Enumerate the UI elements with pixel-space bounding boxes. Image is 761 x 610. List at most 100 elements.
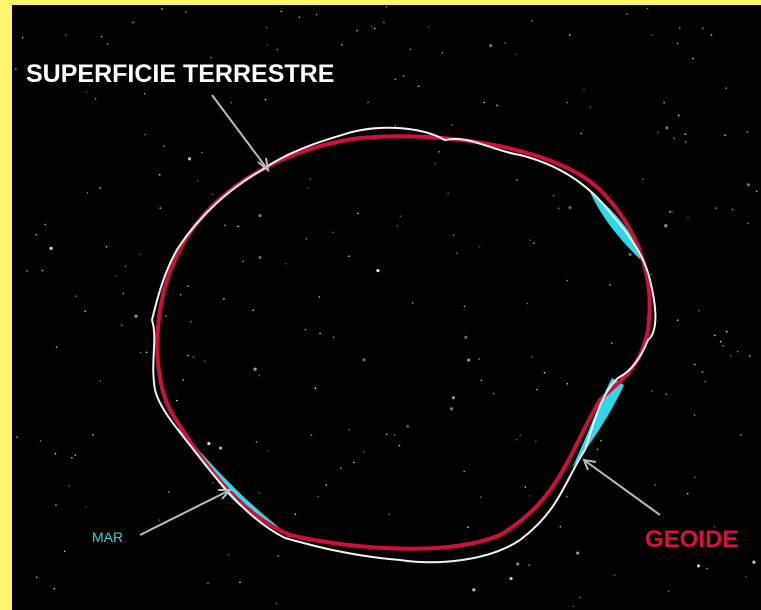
star <box>65 34 67 36</box>
star <box>610 195 612 197</box>
star <box>252 309 254 311</box>
star <box>611 342 613 344</box>
star <box>299 16 301 18</box>
star <box>305 329 307 331</box>
star <box>657 132 659 134</box>
star <box>190 321 192 323</box>
star <box>711 34 713 36</box>
star <box>357 213 359 215</box>
star <box>692 58 694 60</box>
star <box>609 284 611 286</box>
star <box>193 356 195 358</box>
star <box>464 305 466 307</box>
star <box>467 526 469 528</box>
star <box>679 27 681 29</box>
star <box>319 296 321 298</box>
star <box>687 217 689 219</box>
star <box>698 310 700 312</box>
star <box>187 355 189 357</box>
star <box>348 255 350 257</box>
star <box>207 442 210 445</box>
star <box>332 231 334 233</box>
star <box>674 138 676 140</box>
star <box>746 131 748 133</box>
star <box>254 368 257 371</box>
star <box>376 269 379 272</box>
star <box>669 211 671 213</box>
star <box>85 507 87 509</box>
star <box>55 453 57 455</box>
star <box>730 355 732 357</box>
star <box>724 134 726 136</box>
star <box>464 336 467 339</box>
star <box>340 467 342 469</box>
star <box>54 588 56 590</box>
star <box>516 439 518 441</box>
star <box>64 550 66 552</box>
star <box>371 26 373 28</box>
star <box>353 462 355 464</box>
star <box>567 383 569 385</box>
star <box>600 440 602 442</box>
star <box>684 133 686 135</box>
star <box>319 333 321 335</box>
star <box>678 114 680 116</box>
diagram: SUPERFICIE TERRESTRE MAR GEOIDE <box>0 0 761 610</box>
star <box>281 10 283 12</box>
star <box>95 98 97 100</box>
star <box>671 211 673 213</box>
sea-label: MAR <box>92 529 123 545</box>
star <box>528 564 530 566</box>
star <box>665 394 667 396</box>
star <box>333 336 335 338</box>
star <box>418 85 420 87</box>
star <box>706 568 708 570</box>
star <box>159 207 161 209</box>
star <box>568 206 571 209</box>
star <box>50 247 53 250</box>
star <box>266 27 268 29</box>
star <box>566 280 568 282</box>
geoid-label: GEOIDE <box>645 526 738 553</box>
star <box>306 238 308 240</box>
star <box>188 157 191 160</box>
star <box>665 126 668 129</box>
star <box>363 451 365 453</box>
star <box>694 476 696 478</box>
star <box>525 486 527 488</box>
star <box>533 242 535 244</box>
star <box>107 43 109 45</box>
star <box>42 270 44 272</box>
star <box>125 266 127 268</box>
star <box>504 42 506 44</box>
star <box>87 192 89 194</box>
star <box>144 134 146 136</box>
star <box>559 526 561 528</box>
star <box>397 225 399 227</box>
star <box>100 380 102 382</box>
star <box>266 44 268 46</box>
star <box>399 215 401 217</box>
star <box>168 491 170 493</box>
star <box>694 414 696 416</box>
star <box>367 102 369 104</box>
star <box>740 434 742 436</box>
star <box>531 356 533 358</box>
star <box>85 92 87 94</box>
star <box>122 293 124 295</box>
star <box>756 191 758 193</box>
star <box>395 79 397 81</box>
star <box>597 448 599 450</box>
star <box>44 224 46 226</box>
star <box>258 375 260 377</box>
star <box>197 180 199 182</box>
star <box>566 496 568 498</box>
star <box>677 319 679 321</box>
star <box>516 562 519 565</box>
star <box>576 551 579 554</box>
star <box>668 590 670 592</box>
star <box>544 372 546 374</box>
star <box>277 49 279 51</box>
star <box>747 183 750 186</box>
star <box>642 178 644 180</box>
